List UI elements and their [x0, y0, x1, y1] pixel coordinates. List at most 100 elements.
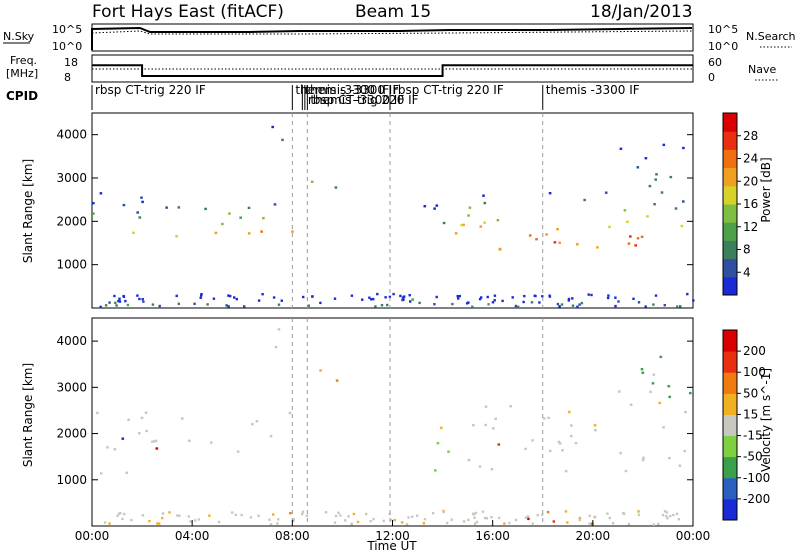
range-gate-cell — [564, 470, 568, 473]
cpid-segment-label: rbsp CT-trig 220 IF — [308, 93, 419, 107]
range-gate-cell — [557, 440, 561, 444]
range-gate-cell — [467, 214, 470, 217]
range-gate-cell — [125, 471, 129, 474]
range-gate-cell — [679, 305, 682, 308]
range-gate-cell — [200, 293, 203, 296]
range-gate-cell — [411, 298, 414, 301]
range-gate-cell — [454, 232, 458, 235]
colorbar-tick-label: -15 — [743, 429, 763, 443]
colorbar-swatch — [723, 149, 737, 169]
colorbar-swatch — [723, 222, 737, 241]
range-gate-cell — [193, 302, 196, 305]
range-gate-cell — [127, 418, 130, 421]
range-gate-cell — [508, 521, 511, 525]
range-gate-cell — [144, 411, 148, 414]
colorbar-swatch — [723, 204, 737, 223]
range-gate-cell — [558, 442, 562, 445]
y-tick-label: 2000 — [56, 214, 87, 228]
range-gate-cell — [335, 379, 339, 382]
range-gate-cell — [662, 143, 666, 147]
range-gate-cell — [548, 449, 552, 453]
range-gate-cell — [593, 424, 597, 427]
range-gate-cell — [393, 519, 396, 522]
range-gate-cell — [531, 439, 534, 442]
range-gate-cell — [666, 517, 669, 520]
range-gate-cell — [126, 303, 130, 307]
range-gate-cell — [243, 305, 246, 308]
range-gate-cell — [692, 299, 695, 302]
range-gate-cell — [632, 297, 635, 300]
range-gate-cell — [669, 175, 673, 179]
range-gate-cell — [490, 468, 494, 471]
range-gate-cell — [356, 520, 360, 524]
range-gate-cell — [140, 196, 143, 199]
range-gate-cell — [153, 440, 156, 443]
range-gate-cell — [608, 516, 611, 520]
range-gate-cell — [229, 294, 232, 298]
range-gate-cell — [652, 303, 655, 306]
range-gate-cell — [151, 303, 155, 306]
range-gate-cell — [108, 301, 111, 304]
range-gate-cell — [556, 228, 559, 231]
range-gate-cell — [473, 516, 476, 519]
range-gate-cell — [439, 426, 443, 430]
range-gate-cell — [531, 522, 534, 525]
range-gate-cell — [106, 446, 109, 449]
range-gate-cell — [498, 516, 501, 520]
range-gate-cell — [240, 513, 243, 517]
range-gate-cell — [548, 192, 552, 195]
range-gate-cell — [503, 522, 506, 525]
range-gate-cell — [541, 295, 544, 298]
x-tick-label: 08:00 — [275, 529, 310, 543]
range-gate-cell — [225, 304, 228, 307]
velocity-panel: 1000 2000 3000 4000 Slant Range [km] 200 100… — [21, 317, 773, 527]
range-gate-cell — [689, 391, 692, 395]
range-gate-cell — [239, 216, 242, 219]
range-gate-cell — [514, 304, 518, 308]
freq-tick-top: 18 — [64, 56, 78, 69]
range-gate-cell — [570, 424, 573, 427]
range-gate-cell — [138, 432, 141, 435]
range-gate-cell — [530, 301, 534, 304]
range-gate-cell — [269, 523, 273, 526]
range-gate-cell — [176, 514, 179, 517]
power-ylabel: Slant Range [km] — [21, 159, 35, 263]
colorbar-tick-label: 20 — [743, 174, 758, 188]
range-gate-cell — [682, 200, 685, 203]
range-gate-cell — [433, 303, 436, 306]
range-gate-cell — [528, 234, 532, 237]
range-gate-cell — [545, 233, 548, 236]
cpid-strip: CPID rbsp CT-trig 220 IF themis -3300 IFt… — [6, 83, 640, 110]
range-gate-cell — [217, 520, 221, 524]
range-gate-cell — [462, 223, 465, 227]
velocity-y-axis: 1000 2000 3000 4000 — [56, 334, 693, 487]
range-gate-cell — [231, 511, 234, 514]
range-gate-cell — [517, 305, 520, 309]
range-gate-cell — [347, 515, 350, 518]
range-gate-cell — [622, 511, 625, 515]
range-gate-cell — [460, 223, 463, 227]
range-gate-cell — [657, 522, 660, 526]
range-gate-cell — [388, 512, 391, 516]
range-gate-cell — [113, 448, 117, 451]
range-gate-cell — [148, 519, 151, 523]
nsky-strip: N.Sky 10^5 10^0 10^5 10^0 N.Search — [3, 23, 796, 53]
range-gate-cell — [481, 510, 485, 513]
power-colorbar-label: Power [dB] — [759, 157, 773, 222]
range-gate-cell — [619, 451, 622, 455]
colorbar-swatch — [723, 276, 737, 296]
range-gate-cell — [524, 516, 528, 519]
colorbar-tick-label: 12 — [743, 220, 758, 234]
nsearch-trace — [91, 30, 693, 35]
range-gate-cell — [644, 305, 647, 308]
range-gate-cell — [623, 209, 627, 212]
range-gate-cell — [370, 298, 373, 301]
x-tick-label: 00:00 — [676, 529, 711, 543]
range-gate-cell — [276, 522, 279, 525]
range-gate-cell — [442, 510, 445, 514]
range-gate-cell — [280, 299, 283, 302]
range-gate-cell — [636, 166, 640, 169]
range-gate-cell — [547, 416, 550, 420]
range-gate-cell — [175, 235, 178, 238]
y-tick-label: 2000 — [56, 427, 87, 441]
